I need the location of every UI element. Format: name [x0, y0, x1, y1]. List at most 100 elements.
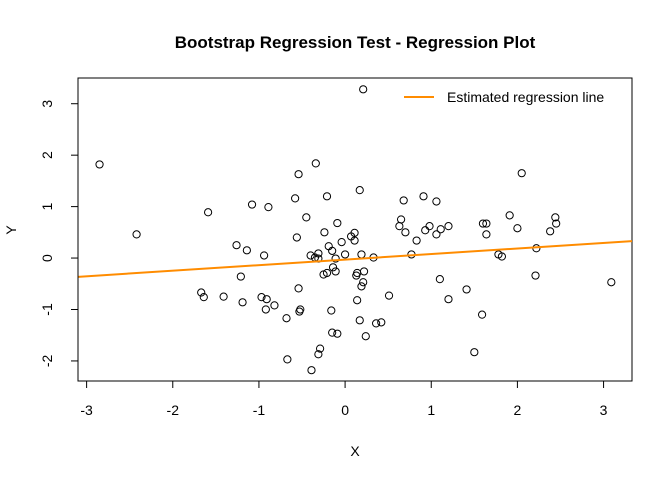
y-tick-label: 0: [39, 254, 55, 262]
data-point: [333, 218, 342, 228]
data-point: [444, 295, 453, 304]
x-axis-label: X: [350, 443, 360, 459]
y-tick-label: 2: [39, 151, 55, 159]
y-tick-label: -1: [39, 303, 55, 316]
data-point: [359, 278, 368, 287]
data-point: [333, 329, 342, 338]
data-point: [419, 192, 428, 201]
data-point: [322, 192, 332, 201]
data-point: [262, 295, 271, 304]
data-point: [505, 211, 514, 220]
data-point: [219, 292, 228, 301]
data-point: [513, 224, 522, 233]
regression-line: [77, 240, 633, 278]
y-axis-label: Y: [3, 225, 19, 235]
data-point: [232, 241, 241, 250]
data-point: [261, 305, 270, 314]
data-point: [477, 310, 487, 319]
data-point: [421, 226, 430, 235]
data-point: [242, 246, 251, 255]
points-layer: [95, 85, 616, 375]
data-point: [311, 159, 320, 168]
data-point: [203, 208, 213, 217]
chart-title: Bootstrap Regression Test - Regression P…: [175, 33, 536, 52]
x-tick-label: -1: [253, 402, 266, 418]
data-point: [436, 225, 445, 234]
data-point: [462, 285, 471, 294]
data-point: [264, 203, 273, 212]
data-point: [282, 314, 291, 323]
data-point: [238, 298, 247, 307]
data-point: [132, 230, 141, 239]
x-axis: -3 -2 -1 0 1 2 3: [80, 380, 608, 418]
data-point: [372, 319, 381, 328]
data-point: [355, 316, 364, 325]
data-point: [331, 267, 340, 276]
y-tick-label: -2: [39, 355, 55, 368]
data-point: [292, 233, 301, 242]
data-point: [482, 219, 491, 228]
data-point: [294, 284, 303, 293]
data-point: [357, 282, 366, 291]
data-point: [607, 278, 616, 287]
data-point: [546, 227, 555, 236]
data-point: [306, 251, 315, 260]
data-point: [361, 332, 370, 341]
data-point: [283, 355, 292, 364]
legend: Estimated regression line: [404, 89, 604, 105]
y-tick-label: 3: [39, 100, 55, 108]
data-point: [294, 170, 303, 179]
data-point: [352, 271, 361, 280]
data-point: [328, 328, 337, 337]
data-point: [478, 219, 488, 228]
data-point: [497, 252, 507, 261]
data-point: [384, 291, 394, 300]
y-axis: -2 -1 0 1 2 3: [39, 100, 79, 368]
data-point: [399, 196, 408, 205]
data-point: [552, 219, 561, 228]
data-point: [357, 250, 366, 259]
data-point: [328, 263, 338, 272]
data-point: [350, 236, 359, 245]
data-point: [331, 254, 340, 263]
data-point: [353, 296, 362, 305]
data-point: [470, 348, 479, 357]
data-point: [396, 215, 406, 224]
data-point: [291, 194, 300, 203]
data-point: [432, 197, 441, 206]
data-point: [199, 293, 208, 302]
data-point: [359, 267, 369, 276]
data-point: [302, 213, 311, 222]
data-point: [435, 275, 444, 284]
data-point: [517, 169, 526, 178]
data-point: [531, 271, 540, 280]
data-point: [270, 301, 279, 310]
data-point: [296, 305, 305, 314]
data-point: [95, 160, 104, 169]
data-point: [432, 230, 441, 239]
data-point: [260, 251, 269, 260]
data-point: [412, 236, 421, 245]
data-point: [444, 222, 453, 231]
legend-label: Estimated regression line: [447, 89, 604, 105]
data-point: [247, 200, 257, 209]
data-point: [197, 288, 206, 297]
data-point: [355, 186, 364, 195]
data-point: [350, 228, 359, 237]
data-point: [257, 293, 266, 302]
x-tick-label: 1: [427, 402, 435, 418]
data-point: [340, 250, 350, 259]
data-point: [328, 246, 337, 255]
data-point: [322, 268, 332, 278]
data-point: [236, 272, 245, 281]
data-point: [401, 228, 410, 237]
data-point: [327, 306, 336, 315]
data-point: [551, 213, 560, 222]
x-tick-label: 0: [341, 402, 349, 418]
data-point: [395, 222, 404, 231]
data-point: [307, 366, 316, 375]
x-tick-label: 3: [600, 402, 608, 418]
y-tick-label: 1: [39, 203, 55, 211]
data-point: [320, 228, 329, 237]
